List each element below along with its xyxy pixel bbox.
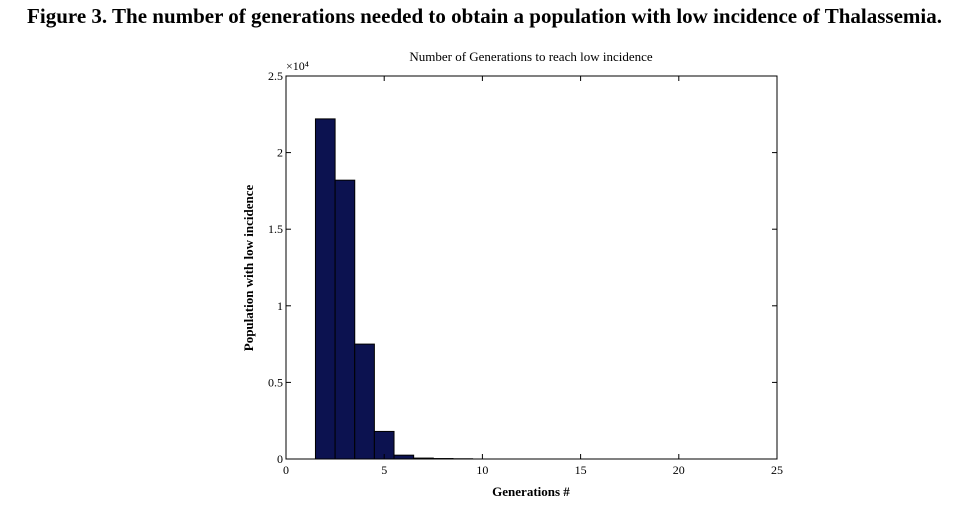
histogram-bar-1	[334, 179, 356, 460]
y-tick-label-2: 1	[277, 299, 283, 313]
x-axis-label: Generations #	[492, 484, 570, 499]
y-tick-label-3: 1.5	[268, 222, 283, 236]
plot-frame	[285, 75, 778, 460]
x-tick-label-3: 15	[575, 463, 587, 477]
x-tick-label-2: 10	[476, 463, 488, 477]
y-tick-label-4: 2	[277, 146, 283, 160]
histogram-bar-0	[314, 118, 336, 460]
y-tick-label-1: 0.5	[268, 375, 283, 389]
y-axis-label: Population with low incidence	[241, 185, 256, 352]
x-tick-label-0: 0	[283, 463, 289, 477]
x-tick-label-4: 20	[673, 463, 685, 477]
y-axis-exponent-label: ×10⁴	[286, 59, 309, 73]
x-tick-label-1: 5	[381, 463, 387, 477]
histogram-bar-4	[393, 454, 415, 460]
figure-caption: Figure 3. The number of generations need…	[27, 4, 942, 28]
chart-title: Number of Generations to reach low incid…	[409, 49, 653, 64]
x-tick-label-5: 25	[771, 463, 783, 477]
histogram-bar-2	[354, 343, 375, 460]
y-tick-label-0: 0	[277, 452, 283, 466]
y-tick-label-5: 2.5	[268, 69, 283, 83]
